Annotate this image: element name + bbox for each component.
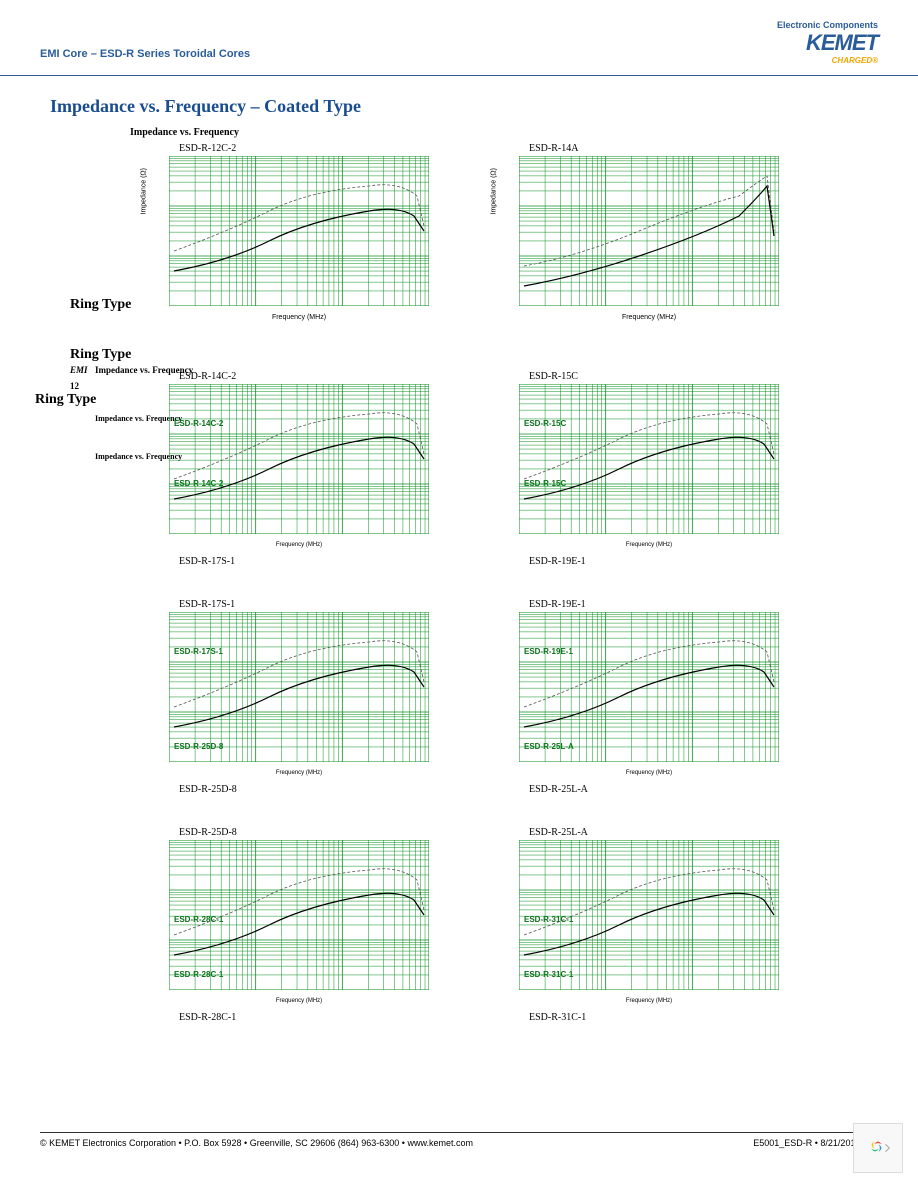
emi-label: EMI [70,365,88,375]
section-label: Ring Type [70,347,131,363]
chart-title: ESD-R-17S-1 [139,599,429,610]
x-axis-label: Frequency (MHz) [169,542,429,548]
chart-title-below: ESD-R-25D-8 [139,784,429,795]
y-axis-label: Impedance (Ω) [491,168,498,214]
chart-svg [169,384,429,534]
chart-title-below: ESD-R-19E-1 [489,556,779,567]
footer-left: © KEMET Electronics Corporation • P.O. B… [40,1138,473,1148]
chart-heading-1: Impedance vs. Frequency [130,127,878,138]
chart-title: ESD-R-12C-2 [139,143,429,154]
x-axis-label: Frequency (MHz) [519,998,779,1004]
chart-box: ESD-R-31C-1 ESD-R-31C-1 [519,840,779,990]
x-axis-label: Frequency (MHz) [169,770,429,776]
logo-tagline: Electronic Components [777,20,878,30]
chart-title: ESD-R-25D-8 [139,827,429,838]
chart-container: ESD-R-17S-1 ESD-R-17S-1 ESD-R-25D-8 Freq… [139,599,429,797]
chart-row: ESD-R-25D-8 ESD-R-28C-1 ESD-R-28C-1 Freq… [40,827,878,1025]
chart-title: ESD-R-25L-A [489,827,779,838]
logo-sub: CHARGED® [777,56,878,65]
chart-container: ESD-R-14A Impedance (Ω) Frequency (MHz) [489,143,779,321]
nav-icon [863,1133,893,1163]
chart-box: ESD-R-17S-1 ESD-R-25D-8 [169,612,429,762]
chart-title: ESD-R-19E-1 [489,599,779,610]
chart-title-below: ESD-R-28C-1 [139,1012,429,1023]
x-axis-label: Frequency (MHz) [519,770,779,776]
chart-title: ESD-R-14A [489,143,779,154]
chart-title-below: ESD-R-25L-A [489,784,779,795]
chart-title-below: ESD-R-17S-1 [139,556,429,567]
chart-box: Impedance (Ω) [169,156,429,306]
chart-svg [169,156,429,306]
chart-svg [519,840,779,990]
chart-svg [519,384,779,534]
chart-svg [169,840,429,990]
chart-container: ESD-R-15C ESD-R-15C ESD-R-15C Frequency … [489,371,779,569]
chart-container: ESD-R-25L-A ESD-R-31C-1 ESD-R-31C-1 Freq… [489,827,779,1025]
chart-row: ESD-R-12C-2 Impedance (Ω) Frequency (MHz… [40,143,878,321]
chart-svg [169,612,429,762]
chart-box: ESD-R-15C ESD-R-15C [519,384,779,534]
section-label: Ring Type [70,297,131,313]
chart-title-below: ESD-R-31C-1 [489,1012,779,1023]
next-page-button[interactable] [853,1123,903,1173]
chart-svg [519,612,779,762]
chart-container: ESD-R-19E-1 ESD-R-19E-1 ESD-R-25L-A Freq… [489,599,779,797]
section-label: Ring Type [35,392,96,408]
chart-box: ESD-R-28C-1 ESD-R-28C-1 [169,840,429,990]
logo: Electronic Components KEMET CHARGED® [777,20,878,65]
chart-heading-2: Impedance vs. Frequency [95,365,193,375]
page-footer: © KEMET Electronics Corporation • P.O. B… [40,1132,878,1148]
num-label: 12 [70,381,79,391]
y-axis-label: Impedance (Ω) [141,168,148,214]
chart-container: ESD-R-14C-2 ESD-R-14C-2 ESD-R-14C-2 Freq… [139,371,429,569]
x-axis-label: Frequency (MHz) [519,542,779,548]
chart-svg [519,156,779,306]
page-header: EMI Core – ESD-R Series Toroidal Cores E… [0,0,918,76]
chart-container: ESD-R-25D-8 ESD-R-28C-1 ESD-R-28C-1 Freq… [139,827,429,1025]
chart-box: Impedance (Ω) [519,156,779,306]
x-axis-label: Frequency (MHz) [169,998,429,1004]
chart-row: ESD-R-17S-1 ESD-R-17S-1 ESD-R-25D-8 Freq… [40,599,878,797]
chart-box: ESD-R-19E-1 ESD-R-25L-A [519,612,779,762]
x-axis-label: Frequency (MHz) [519,314,779,321]
chart-title: ESD-R-15C [489,371,779,382]
x-axis-label: Frequency (MHz) [169,314,429,321]
page-title: Impedance vs. Frequency – Coated Type [0,76,918,127]
breadcrumb: EMI Core – ESD-R Series Toroidal Cores [40,48,250,65]
content-area: Impedance vs. Frequency ESD-R-12C-2 Impe… [0,127,918,1025]
logo-name: KEMET [777,30,878,56]
chart-container: ESD-R-12C-2 Impedance (Ω) Frequency (MHz… [139,143,429,321]
footer-right: E5001_ESD-R • 8/21/2013 [753,1138,860,1148]
chart-box: ESD-R-14C-2 ESD-R-14C-2 [169,384,429,534]
chart-row: ESD-R-14C-2 ESD-R-14C-2 ESD-R-14C-2 Freq… [40,371,878,569]
